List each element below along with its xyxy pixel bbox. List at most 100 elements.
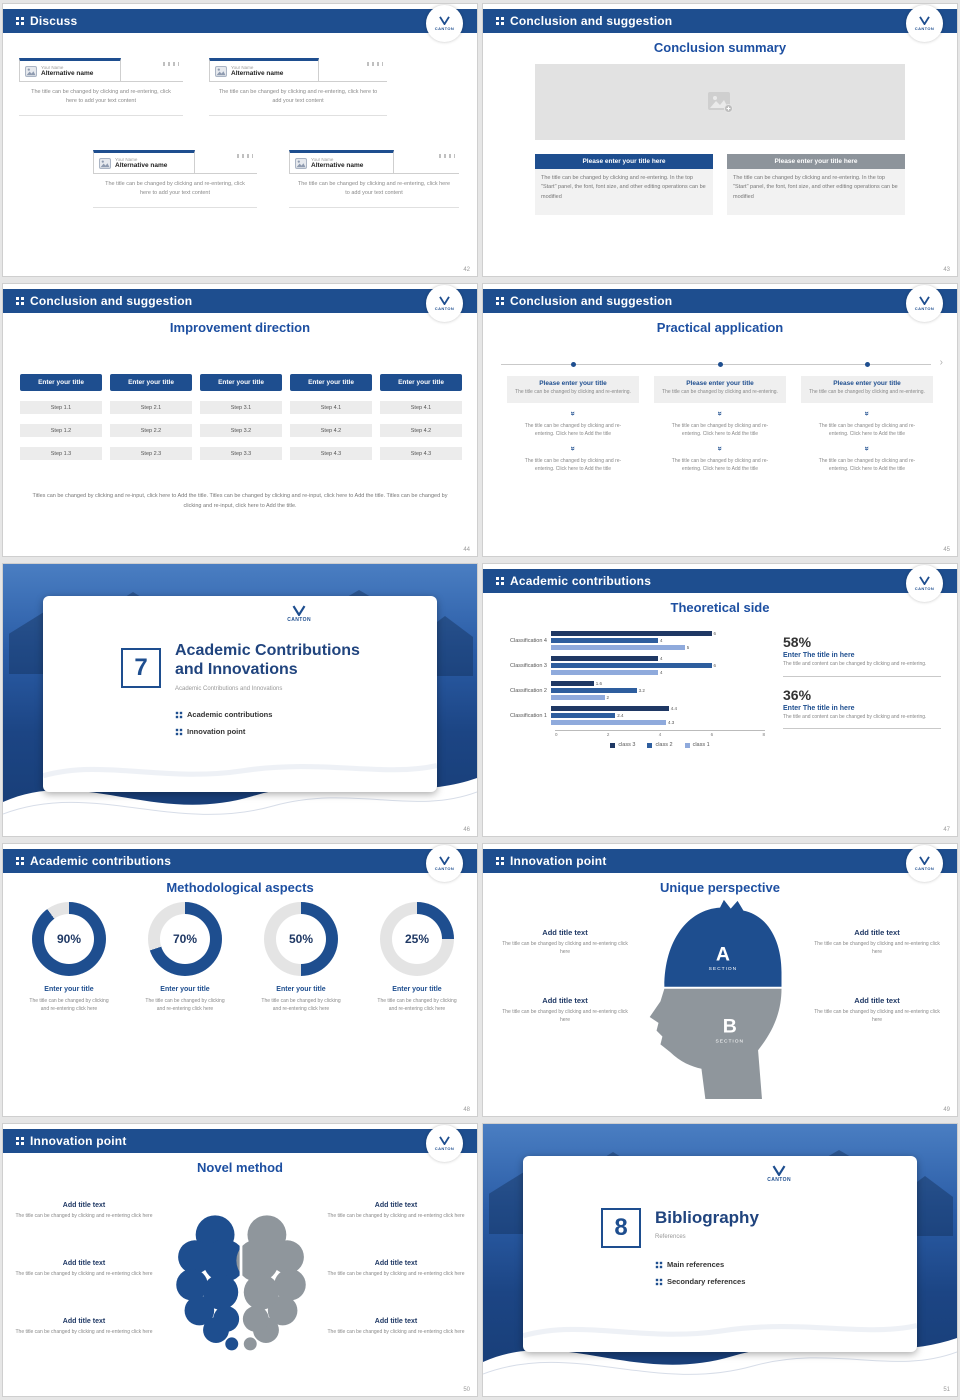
bar [551,705,669,711]
step-item: Step 1.1 [20,401,102,414]
bar [551,644,685,650]
title-box: Please enter your title The title can be… [507,376,639,403]
header-bar: Innovation point [483,849,957,873]
v-logo-icon [292,605,306,616]
svg-text:B: B [723,1016,737,1038]
canton-logo: CANTON [426,1125,463,1162]
slide-43: Conclusion and suggestion CANTON Conclus… [482,3,958,277]
slide-45: Conclusion and suggestion CANTON Practic… [482,283,958,557]
page-number: 48 [463,1107,470,1113]
slide-51: CANTON 8 Bibliography References Main re… [482,1123,958,1397]
bullet-item: Main references [655,1260,745,1269]
panel-body: The title can be changed by clicking and… [727,169,905,215]
canton-logo: CANTON [906,565,943,602]
canton-logo: CANTON [426,845,463,882]
step-column: Enter your title Step 4.1 Step 4.2 Step … [380,374,462,460]
text-panel: Please enter your title here The title c… [535,154,713,215]
stat-block: 58% Enter The title in here The title an… [783,634,941,677]
v-logo-icon [919,16,930,25]
slide-title: Methodological aspects [166,880,314,895]
header-bar: Academic contributions [3,849,477,873]
bullet-item: Innovation point [175,727,272,736]
v-logo-icon [439,856,450,865]
v-logo-icon [919,296,930,305]
bar [551,630,712,636]
section-number: 7 [121,648,161,688]
section-bullets: Main references Secondary references [655,1260,745,1286]
dashes-decoration [367,62,383,66]
bar [551,662,712,668]
slide-48: Academic contributions CANTON Methodolog… [2,843,478,1117]
bar [551,712,616,718]
donut-column: 90% Enter your title The title can be ch… [15,902,123,1013]
title-button[interactable]: Please enter your title here [535,154,713,169]
grid-dots-icon [16,17,24,25]
header-bar: Conclusion and suggestion [3,289,477,313]
step-column: Enter your title Step 1.1 Step 1.2 Step … [20,374,102,460]
panel-body: The title can be changed by clicking and… [535,169,713,215]
chart-row: Classification 1 4.4 2.4 4.3 [510,705,677,725]
dashes-decoration [439,154,455,158]
slide-title: Improvement direction [169,320,311,335]
page-number: 43 [943,267,950,273]
section-title: Bibliography [655,1208,759,1227]
column-title-button[interactable]: Enter your title [20,374,102,391]
grid-dots-icon [16,1137,24,1145]
canton-logo: CANTON [426,5,463,42]
picture-icon [99,157,111,169]
grid-dots-icon [496,17,504,25]
dashes-decoration [163,62,179,66]
donut-chart: 50% [264,902,338,976]
profile-card: Your Name Alternative name The title can… [209,58,387,116]
profile-card: Your Name Alternative name The title can… [19,58,183,116]
annotation-block: Add title text The title can be changed … [814,996,940,1023]
section-bullets: Academic contributions Innovation point [175,710,272,736]
donut-column: 50% Enter your title The title can be ch… [247,902,355,1013]
annotation-block: Add title text The title can be changed … [502,996,628,1023]
slide-title: Practical application [656,320,784,335]
v-logo-icon [919,576,930,585]
title-box: Please enter your title The title can be… [654,376,786,403]
chevron-double-down-icon: » [568,410,578,416]
svg-text:A: A [716,943,730,965]
annotation-block: Add title text The title can be changed … [327,1318,465,1335]
chart-row: Classification 4 6 4 5 [510,630,717,650]
timeline-arrow-icon: › [939,357,943,368]
stat-block: 36% Enter The title in here The title an… [783,687,941,729]
canton-logo: CANTON [906,5,943,42]
section-card: CANTON 8 Bibliography References Main re… [523,1156,917,1352]
wave-decoration [483,1338,957,1396]
v-logo-icon [772,1165,786,1176]
step-column: Enter your title Step 3.1 Step 3.2 Step … [200,374,282,460]
slide-title: Conclusion summary [653,40,787,55]
bar [551,637,658,643]
profile-card: Your Name Alternative name The title can… [93,150,257,208]
annotation-block: Add title text The title can be changed … [814,928,940,955]
section-card: CANTON 7 Academic Contributions and Inno… [43,596,437,792]
picture-icon [295,157,307,169]
donut-column: 70% Enter your title The title can be ch… [131,902,239,1013]
step-column: Enter your title Step 2.1 Step 2.2 Step … [110,374,192,460]
title-button[interactable]: Please enter your title here [727,154,905,169]
bar [551,680,594,686]
text-panel: Please enter your title here The title c… [727,154,905,215]
annotation-block: Add title text The title can be changed … [502,928,628,955]
section-number: 8 [601,1208,641,1248]
grid-dots-icon [16,297,24,305]
section-subtitle: Academic Contributions and Innovations [175,686,283,692]
grid-dots-icon [16,857,24,865]
picture-plus-icon [708,92,733,113]
grid-dots-icon [655,1278,663,1284]
annotation-block: Add title text The title can be changed … [327,1260,465,1277]
section-subtitle: References [655,1234,686,1240]
brain-graphic [176,1212,306,1354]
slide-46: CANTON 7 Academic Contributions and Inno… [2,563,478,837]
svg-text:SECTION: SECTION [709,966,738,972]
page-number: 42 [463,267,470,273]
chart-row: Classification 2 1.6 3.2 2 [510,680,645,700]
canton-logo: CANTON [906,285,943,322]
application-column: Please enter your title The title can be… [507,376,639,473]
slide-42: Discuss CANTON Your Name Alternative nam… [2,3,478,277]
